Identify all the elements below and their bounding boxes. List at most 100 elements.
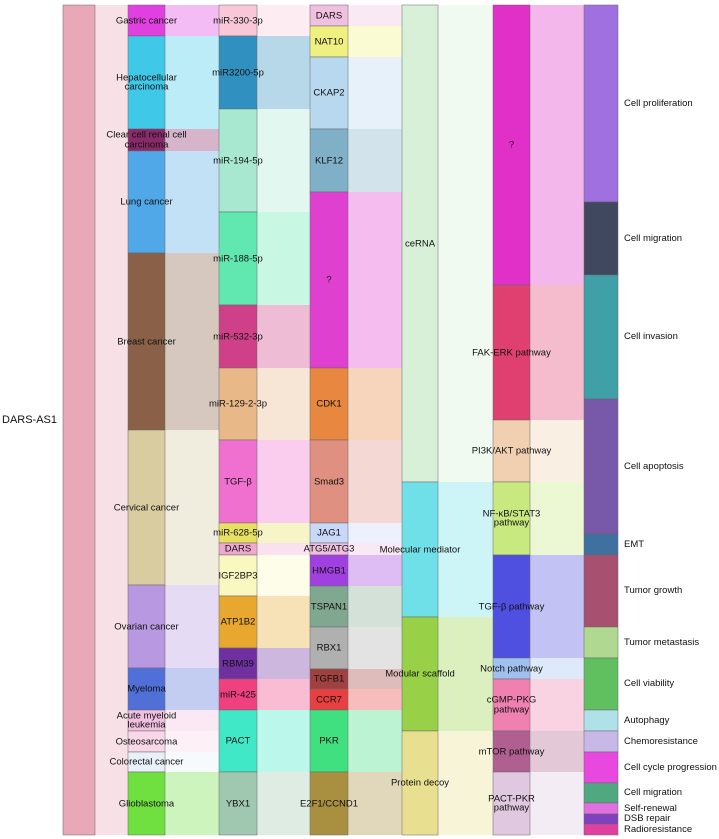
flow-ribbon [348,710,402,772]
node [309,554,349,587]
flow-ribbon [257,543,310,555]
flow-ribbon [165,772,219,835]
flow-ribbon [348,192,402,368]
node [309,668,349,690]
node [583,751,619,784]
node [218,367,258,441]
flow-ribbon [348,586,402,627]
node [583,398,619,535]
node [309,56,349,130]
node [492,481,531,556]
flow-ribbon [95,5,128,835]
flow-ribbon [348,689,402,710]
node [583,730,619,753]
flow-ribbon [348,627,402,669]
flow-ribbon [530,482,584,555]
node [309,709,349,773]
flow-ribbon [530,5,584,285]
flow-ribbon [165,430,219,585]
node [583,201,619,276]
node [309,439,349,524]
flow-ribbon [438,5,493,482]
flow-ribbon [165,151,219,253]
node [309,4,349,27]
node [127,4,166,37]
node [583,533,619,556]
flows [95,5,584,835]
flow-ribbon [165,731,219,752]
node [492,657,531,680]
flow-ribbon [530,772,584,835]
node [127,128,166,152]
node [127,35,166,130]
flow-ribbon [530,285,584,420]
flow-ribbon [257,109,310,212]
node [401,616,439,732]
flow-ribbon [348,368,402,440]
node [218,108,258,213]
flow-ribbon [257,440,310,523]
node [401,4,439,483]
flow-ribbon [348,523,402,543]
node [583,274,619,400]
node [309,522,349,544]
node [218,522,258,544]
node [218,678,258,711]
flow-ribbon [165,5,219,36]
node [492,4,531,286]
flow-ribbon [257,679,310,710]
node [583,813,619,825]
node [583,4,619,203]
flow-ribbon [257,772,310,835]
node [309,771,349,836]
nodes [62,4,619,836]
flow-ribbon [530,555,584,658]
node [583,657,619,711]
flow-ribbon [257,212,310,305]
node [127,771,166,836]
flow-ribbon [257,596,310,648]
node [401,730,439,836]
node [309,191,349,369]
flow-ribbon [165,253,219,430]
flow-ribbon [348,440,402,523]
node [127,730,166,753]
flow-ribbon [257,5,310,36]
flow-ribbon [165,668,219,710]
node [127,709,166,732]
flow-ribbon [348,129,402,192]
node [218,647,258,680]
node [583,823,619,836]
flow-ribbon [165,585,219,668]
flow-ribbon [257,305,310,368]
flow-ribbon [257,36,310,109]
flow-ribbon [165,710,219,731]
node [492,419,531,483]
node [127,429,166,586]
flow-ribbon [438,617,493,731]
flow-ribbon [257,710,310,772]
flow-ribbon [348,543,402,555]
node [218,35,258,110]
node [309,128,349,193]
node [218,709,258,773]
flow-ribbon [530,731,584,772]
node [127,667,166,711]
node [583,709,619,732]
node [218,4,258,37]
node [218,211,258,306]
node [583,802,619,815]
node [218,595,258,649]
flow-ribbon [348,555,402,586]
flow-ribbon [257,523,310,543]
flow-ribbon [165,36,219,129]
node [309,585,349,628]
flow-ribbon [165,752,219,772]
node [309,367,349,441]
node [309,542,349,556]
node [218,542,258,556]
node [492,554,531,659]
flow-ribbon [530,420,584,482]
